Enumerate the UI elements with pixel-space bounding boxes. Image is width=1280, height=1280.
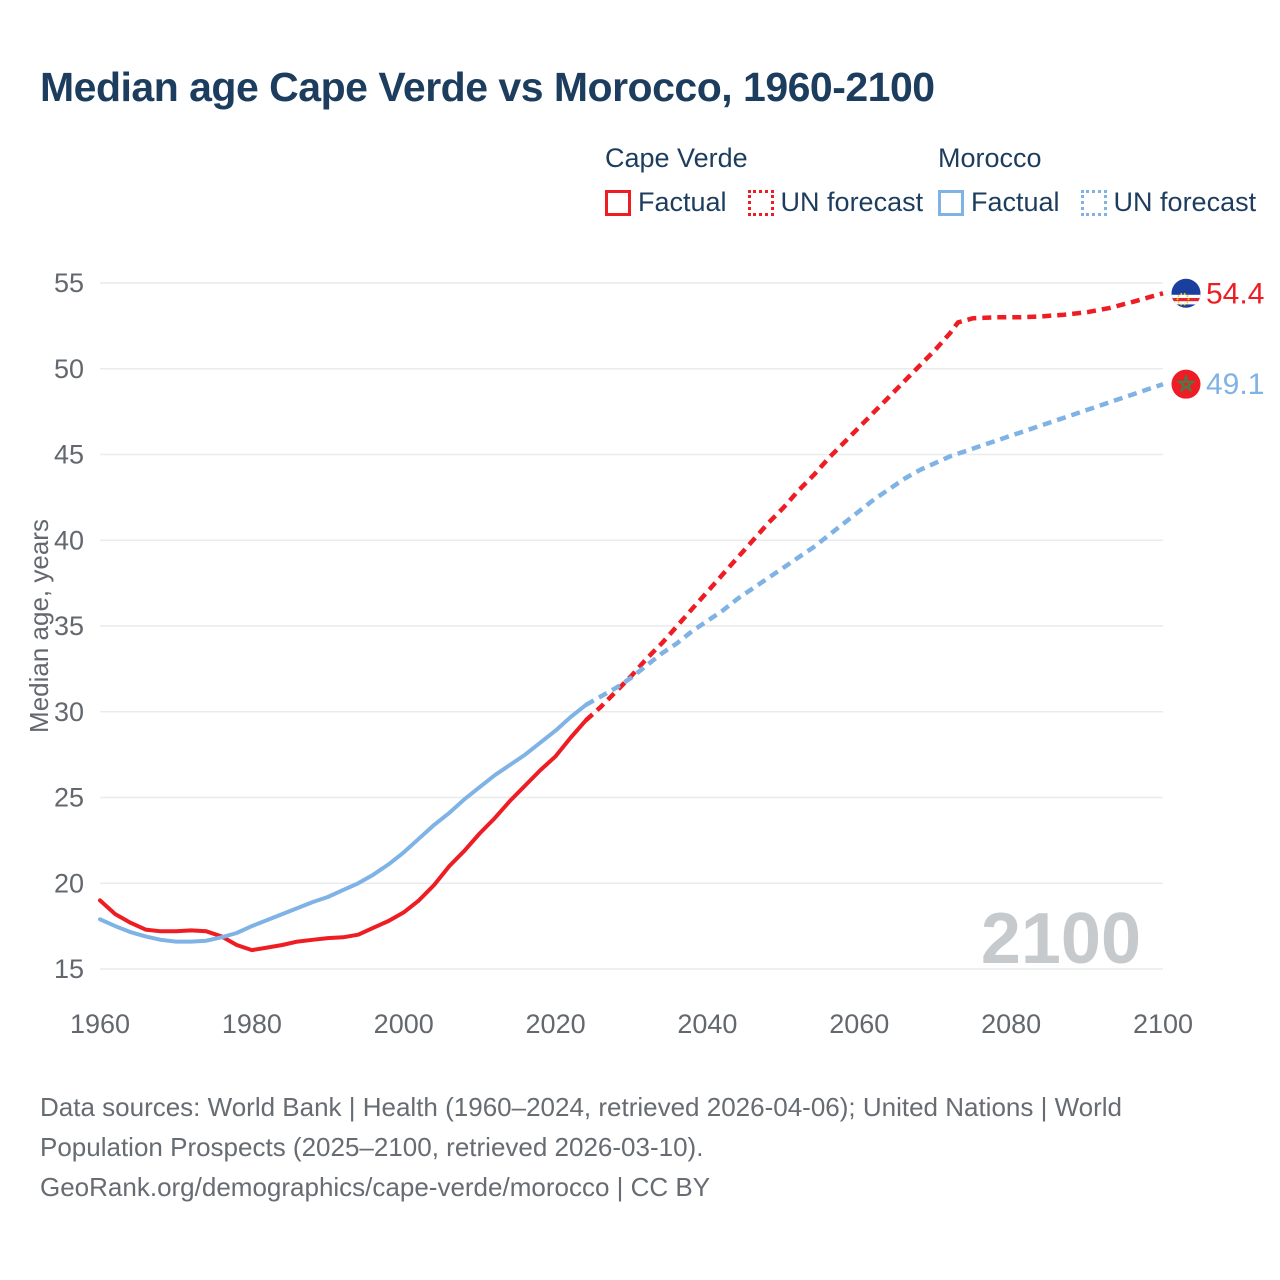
x-tick-label: 1960 bbox=[70, 1009, 130, 1039]
legend-item-cape-verde-factual: Factual bbox=[605, 187, 727, 218]
morocco-un-forecast-line bbox=[584, 382, 1164, 707]
legend-group-morocco: Morocco Factual UN forecast bbox=[938, 143, 1277, 218]
x-tick-label: 2100 bbox=[1133, 1009, 1193, 1039]
y-tick-label: 35 bbox=[54, 611, 84, 641]
legend-row: Factual UN forecast bbox=[938, 187, 1277, 218]
x-tick-label: 2000 bbox=[374, 1009, 434, 1039]
cape-verde-flag-icon bbox=[1171, 278, 1201, 308]
y-axis-title: Median age, years bbox=[24, 519, 54, 733]
morocco-end-value-label: 49.1 bbox=[1206, 368, 1264, 401]
y-tick-label: 20 bbox=[54, 868, 84, 898]
legend-item-morocco-factual: Factual bbox=[938, 187, 1060, 218]
page-title: Median age Cape Verde vs Morocco, 1960-2… bbox=[40, 64, 935, 110]
gridlines: 15 20 25 30 35 40 45 50 55 bbox=[54, 268, 1163, 984]
y-tick-label: 40 bbox=[54, 525, 84, 555]
footer: Data sources: World Bank | Health (1960–… bbox=[40, 1087, 1122, 1207]
footer-data-sources-line1: Data sources: World Bank | Health (1960–… bbox=[40, 1092, 1123, 1122]
y-tick-label: 25 bbox=[54, 783, 84, 813]
solid-line-swatch-icon bbox=[605, 189, 631, 216]
cape-verde-factual-line bbox=[98, 718, 588, 953]
legend-item-cape-verde-forecast: UN forecast bbox=[747, 187, 924, 218]
y-tick-label: 15 bbox=[54, 954, 84, 984]
footer-data-sources-line2: Population Prospects (2025–2100, retriev… bbox=[40, 1132, 704, 1162]
legend-item-label: Factual bbox=[971, 187, 1060, 217]
y-tick-label: 30 bbox=[54, 697, 84, 727]
legend-group-cape-verde: Cape Verde Factual UN forecast bbox=[605, 143, 944, 218]
morocco-factual-line bbox=[98, 702, 588, 944]
y-tick-label: 55 bbox=[54, 268, 84, 298]
dotted-line-swatch-icon bbox=[1080, 189, 1107, 216]
x-tick-label: 2040 bbox=[677, 1009, 737, 1039]
x-tick-label: 1980 bbox=[222, 1009, 282, 1039]
legend-group-title: Morocco bbox=[938, 143, 1042, 173]
solid-line-swatch-icon bbox=[938, 189, 964, 216]
x-tick-label: 2080 bbox=[981, 1009, 1041, 1039]
footer-attribution-link: GeoRank.org/demographics/cape-verde/moro… bbox=[40, 1172, 711, 1202]
cape-verde-end-value-label: 54.4 bbox=[1206, 277, 1264, 310]
legend-item-morocco-forecast: UN forecast bbox=[1080, 187, 1257, 218]
x-tick-label: 2060 bbox=[829, 1009, 889, 1039]
legend-group-title: Cape Verde bbox=[605, 143, 748, 173]
legend-item-label: Factual bbox=[638, 187, 727, 217]
watermark-year: 2100 bbox=[981, 899, 1141, 979]
legend: Cape Verde Factual UN forecast Morocco F… bbox=[0, 143, 1280, 223]
y-tick-label: 50 bbox=[54, 354, 84, 384]
dotted-line-swatch-icon bbox=[747, 189, 774, 216]
legend-item-label: UN forecast bbox=[1113, 187, 1257, 217]
cape-verde-un-forecast-line bbox=[584, 291, 1164, 722]
legend-row: Factual UN forecast bbox=[605, 187, 944, 218]
y-tick-label: 45 bbox=[54, 440, 84, 470]
x-tick-label: 2020 bbox=[526, 1009, 586, 1039]
morocco-flag-icon bbox=[1171, 369, 1201, 399]
legend-item-label: UN forecast bbox=[780, 187, 924, 217]
